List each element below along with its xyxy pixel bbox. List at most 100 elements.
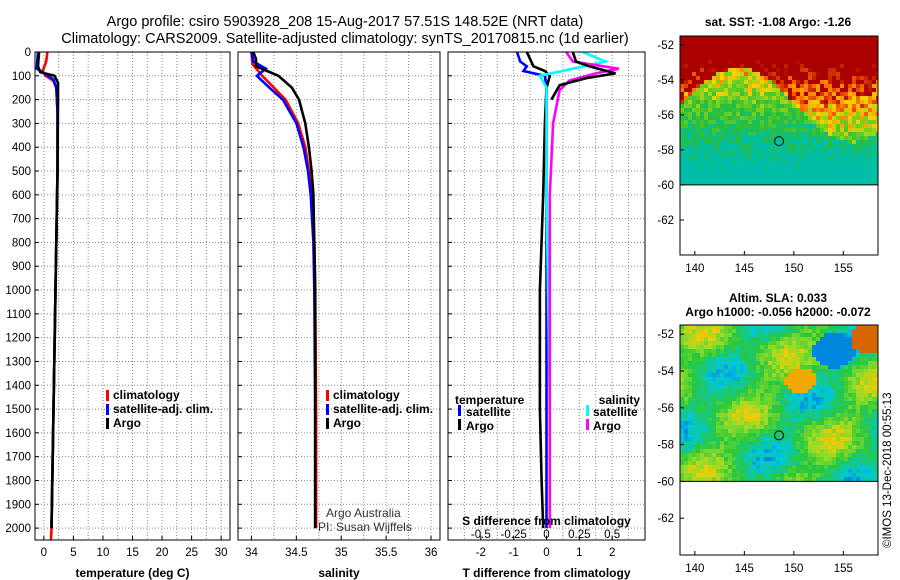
map-cell bbox=[796, 168, 800, 172]
map-cell bbox=[808, 353, 812, 357]
map-cell bbox=[836, 345, 840, 349]
map-cell bbox=[768, 44, 772, 48]
map-cell bbox=[784, 124, 788, 128]
map-cell bbox=[824, 64, 828, 68]
map-cell bbox=[796, 421, 800, 425]
map-cell bbox=[716, 104, 720, 108]
map-cell bbox=[796, 477, 800, 481]
map-cell bbox=[840, 128, 844, 132]
map-cell bbox=[840, 437, 844, 441]
map-cell bbox=[816, 156, 820, 160]
map-cell bbox=[688, 144, 692, 148]
map-cell bbox=[680, 156, 684, 160]
y-tick-label: 200 bbox=[12, 95, 31, 107]
map-cell bbox=[712, 108, 716, 112]
map-cell bbox=[724, 136, 728, 140]
map-cell bbox=[752, 120, 756, 124]
map-cell bbox=[868, 164, 872, 168]
map-cell bbox=[748, 361, 752, 365]
map-cell bbox=[756, 68, 760, 72]
map-cell bbox=[832, 445, 836, 449]
map-cell bbox=[724, 56, 728, 60]
map-cell bbox=[872, 36, 876, 40]
map-cell bbox=[840, 76, 844, 80]
map-cell bbox=[808, 164, 812, 168]
map-cell bbox=[760, 104, 764, 108]
map-cell bbox=[768, 385, 772, 389]
map-cell bbox=[688, 465, 692, 469]
map-cell bbox=[688, 124, 692, 128]
map-cell bbox=[720, 477, 724, 481]
map-cell bbox=[700, 48, 704, 52]
map-cell bbox=[856, 433, 860, 437]
map-cell bbox=[860, 124, 864, 128]
map-cell bbox=[868, 136, 872, 140]
map-cell bbox=[844, 457, 848, 461]
map-cell bbox=[712, 361, 716, 365]
map-cell bbox=[840, 156, 844, 160]
map-cell bbox=[776, 72, 780, 76]
map-cell bbox=[704, 128, 708, 132]
map-cell bbox=[696, 84, 700, 88]
map-cell bbox=[844, 373, 848, 377]
map-cell bbox=[844, 349, 848, 353]
map-cell bbox=[708, 397, 712, 401]
map-cell bbox=[816, 172, 820, 176]
map-cell bbox=[816, 325, 820, 329]
map-cell bbox=[756, 152, 760, 156]
map-cell bbox=[836, 112, 840, 116]
map-cell bbox=[872, 417, 876, 421]
map-cell bbox=[812, 329, 816, 333]
map-cell bbox=[800, 164, 804, 168]
map-cell bbox=[800, 345, 804, 349]
map-cell bbox=[752, 385, 756, 389]
y-tick-label: 2000 bbox=[5, 523, 31, 535]
map-cell bbox=[804, 136, 808, 140]
map-cell bbox=[848, 353, 852, 357]
map-cell bbox=[708, 80, 712, 84]
map-cell bbox=[800, 132, 804, 136]
map-cell bbox=[772, 72, 776, 76]
map-cell bbox=[760, 413, 764, 417]
map-cell bbox=[744, 44, 748, 48]
map-cell bbox=[732, 433, 736, 437]
map-cell bbox=[780, 72, 784, 76]
map-cell bbox=[720, 112, 724, 116]
map-cell bbox=[872, 64, 876, 68]
map-cell bbox=[700, 112, 704, 116]
map-cell bbox=[752, 148, 756, 152]
map-cell bbox=[796, 40, 800, 44]
map-cell bbox=[876, 84, 878, 88]
map-cell bbox=[816, 353, 820, 357]
map-cell bbox=[748, 40, 752, 44]
map-cell bbox=[756, 140, 760, 144]
map-cell bbox=[876, 349, 878, 353]
map-cell bbox=[832, 401, 836, 405]
map-cell bbox=[764, 453, 768, 457]
map-cell bbox=[812, 477, 816, 481]
map-cell bbox=[800, 168, 804, 172]
map-cell bbox=[720, 361, 724, 365]
map-cell bbox=[680, 104, 684, 108]
map-cell bbox=[836, 160, 840, 164]
map-cell bbox=[804, 389, 808, 393]
map-cell bbox=[832, 132, 836, 136]
map-cell bbox=[772, 164, 776, 168]
map-cell bbox=[840, 92, 844, 96]
map-cell bbox=[848, 389, 852, 393]
map-cell bbox=[680, 108, 684, 112]
map-cell bbox=[740, 337, 744, 341]
map-cell bbox=[792, 132, 796, 136]
map-cell bbox=[716, 148, 720, 152]
map-cell bbox=[820, 369, 824, 373]
map-cell bbox=[856, 417, 860, 421]
map-cell bbox=[732, 405, 736, 409]
map-cell bbox=[840, 333, 844, 337]
map-cell bbox=[760, 96, 764, 100]
map-cell bbox=[692, 164, 696, 168]
map-cell bbox=[704, 433, 708, 437]
map-cell bbox=[824, 60, 828, 64]
map-cell bbox=[776, 120, 780, 124]
map-cell bbox=[712, 417, 716, 421]
map-cell bbox=[828, 393, 832, 397]
